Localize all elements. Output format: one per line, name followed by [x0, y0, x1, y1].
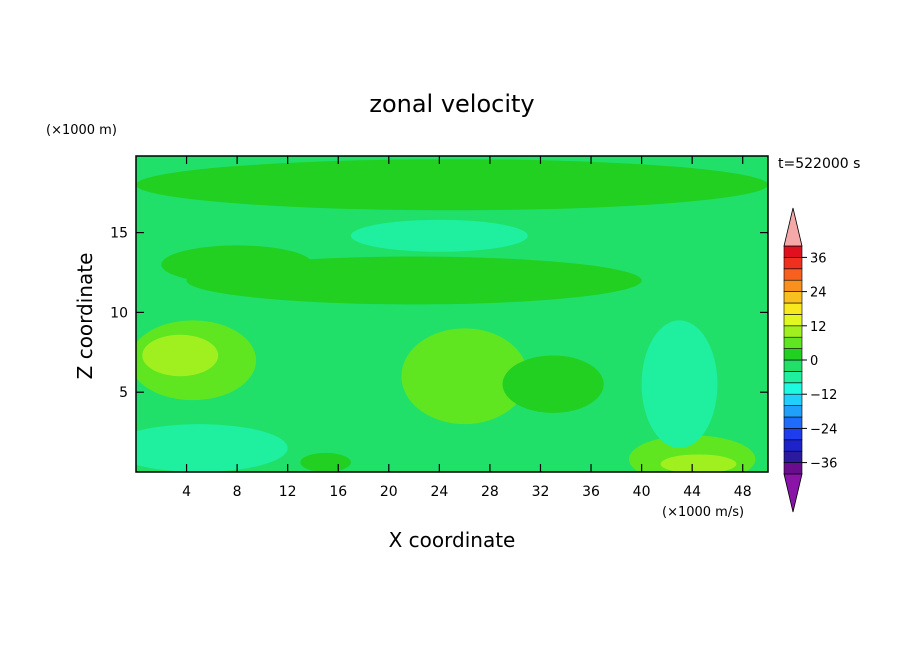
field-region-5	[401, 328, 528, 425]
x-tick-label: 24	[430, 484, 448, 500]
velocity-field	[136, 156, 768, 472]
field-region-12	[350, 219, 528, 252]
field-region-8	[660, 454, 737, 472]
colorbar-tick-label: 36	[810, 251, 827, 266]
x-tick-label: 44	[683, 484, 701, 500]
colorbar-tick-label: −24	[810, 422, 837, 437]
colorbar-cell	[783, 416, 803, 429]
colorbar-cell	[783, 302, 803, 315]
colorbar-tick-label: −36	[810, 457, 837, 472]
y-axis-label: Z coordinate	[73, 253, 97, 380]
colorbar-cell	[783, 450, 803, 463]
x-axis-ticks: 4 8 12 16 20 24 28 32 36 40 44 48	[182, 156, 752, 500]
plot-frame	[135, 155, 769, 473]
x-unit-label: (×1000 m/s)	[662, 505, 744, 520]
x-tick-label: 4	[182, 484, 191, 500]
colorbar-tick-label: 24	[810, 286, 827, 301]
colorbar-cell	[783, 371, 803, 384]
x-tick-label: 16	[329, 484, 347, 500]
time-label: t=522000 s	[778, 156, 860, 172]
colorbar-cell	[783, 336, 803, 349]
colorbar-cell	[783, 245, 803, 258]
colorbar-tick-label: 12	[810, 320, 827, 335]
colorbar-cell	[783, 325, 803, 338]
chart-title: zonal velocity	[369, 90, 534, 118]
colorbar-cell	[783, 279, 803, 292]
colorbar-cell	[783, 291, 803, 304]
x-tick-label: 40	[633, 484, 651, 500]
colorbar-cell	[783, 359, 803, 372]
field-region-10	[641, 320, 718, 449]
x-tick-label: 8	[233, 484, 242, 500]
y-tick-label: 10	[110, 305, 128, 321]
colorbar-over-arrow	[783, 207, 803, 247]
colorbar-cell	[783, 393, 803, 406]
y-unit-label: (×1000 m)	[46, 123, 117, 138]
y-tick-label: 15	[110, 226, 128, 242]
colorbar-cell	[783, 268, 803, 281]
y-tick-label: 5	[119, 385, 128, 401]
field-region-4	[142, 334, 219, 377]
field-region-2	[186, 256, 642, 305]
colorbar: 36 24 12 0 −12 −24 −36	[783, 207, 837, 513]
x-tick-label: 28	[481, 484, 499, 500]
y-axis-ticks: 5 10 15	[110, 226, 768, 401]
colorbar-cell	[783, 314, 803, 327]
x-axis-label: X coordinate	[389, 528, 516, 552]
colorbar-cell	[783, 405, 803, 418]
colorbar-cell	[783, 382, 803, 395]
field-region-6	[502, 355, 604, 413]
colorbar-under-arrow	[783, 473, 803, 513]
x-tick-label: 32	[532, 484, 550, 500]
colorbar-tick-label: −12	[810, 388, 837, 403]
colorbar-cell	[783, 462, 803, 475]
x-tick-label: 48	[734, 484, 752, 500]
x-tick-label: 36	[582, 484, 600, 500]
x-tick-label: 20	[380, 484, 398, 500]
field-region-0	[136, 159, 768, 211]
x-tick-label: 12	[279, 484, 297, 500]
colorbar-tick-label: 0	[810, 354, 818, 369]
colorbar-cell	[783, 428, 803, 441]
colorbar-cell	[783, 348, 803, 361]
field-region-9	[300, 452, 351, 472]
field-region-11	[136, 424, 288, 472]
colorbar-cell	[783, 257, 803, 270]
colorbar-cell	[783, 439, 803, 452]
